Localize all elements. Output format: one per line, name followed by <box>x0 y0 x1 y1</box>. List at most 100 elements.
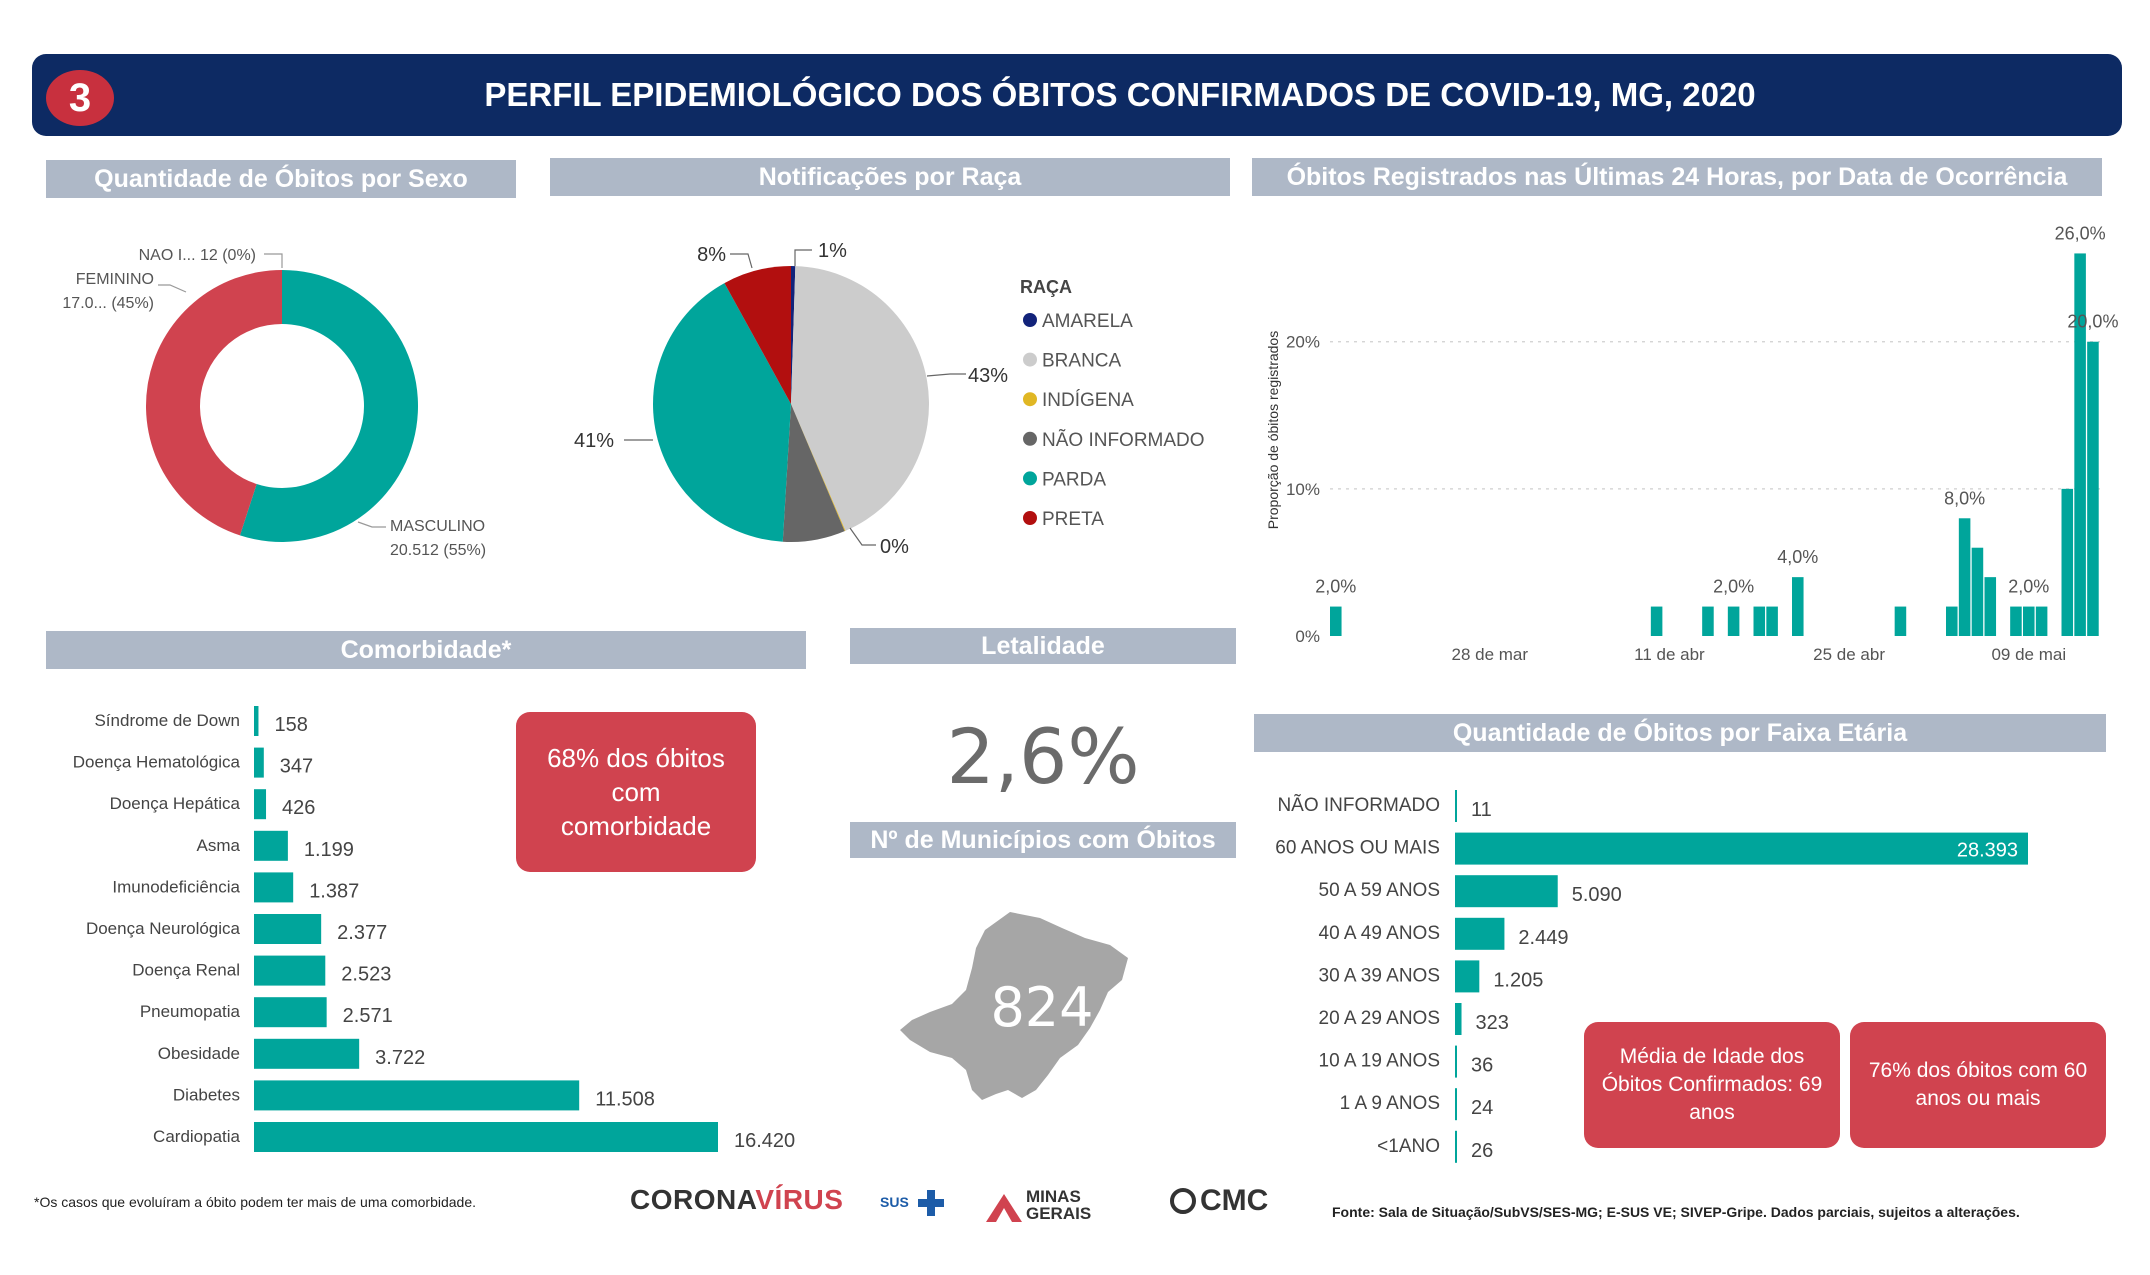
bar <box>1702 606 1714 636</box>
value-label: 1.199 <box>304 839 354 861</box>
category-label: 20 A 29 ANOS <box>1319 1008 1440 1029</box>
category-label: Doença Hematológica <box>73 753 241 772</box>
legend-marker <box>1023 471 1037 486</box>
pie-slice-preta <box>724 266 791 404</box>
minas-gerais-logo: MINAS GERAIS <box>986 1186 1126 1226</box>
category-label: NÃO INFORMADO <box>1277 794 1440 816</box>
bar <box>2074 253 2086 636</box>
bar <box>1792 577 1804 636</box>
bar <box>254 1080 580 1111</box>
category-label: Doença Renal <box>132 961 240 980</box>
category-label: 30 A 39 ANOS <box>1319 965 1440 986</box>
pie-slice-parda <box>653 283 791 542</box>
bar <box>1330 606 1342 636</box>
value-label: 1.387 <box>309 880 359 902</box>
leader-line <box>730 253 753 269</box>
value-label: 3.722 <box>375 1047 425 1069</box>
value-label: 11 <box>1471 799 1492 821</box>
source-note: Fonte: Sala de Situação/SubVS/SES-MG; E-… <box>1332 1204 2020 1220</box>
value-label: 158 <box>274 714 307 736</box>
value-label: 1.205 <box>1493 969 1543 991</box>
leader-line <box>264 253 283 268</box>
bar <box>254 1038 360 1069</box>
pie-label-amarela: 1% <box>818 240 847 262</box>
pie-label-parda: 41% <box>574 430 614 452</box>
bar <box>254 997 327 1028</box>
bar <box>2061 488 2074 636</box>
value-label: 16.420 <box>734 1130 795 1152</box>
cmc-logo: CMC <box>1170 1184 1300 1224</box>
value-label: 36 <box>1471 1055 1493 1077</box>
leader-line <box>849 527 876 546</box>
sessenta-callout-text: 76% dos óbitos com 60 anos ou mais <box>1868 1059 2088 1110</box>
bar <box>1455 790 1457 822</box>
value-label: 28.393 <box>1957 840 2018 862</box>
category-label: 10 A 19 ANOS <box>1319 1051 1440 1072</box>
bar <box>254 955 326 986</box>
section-ultimas24-title: Óbitos Registrados nas Últimas 24 Horas,… <box>1252 158 2102 196</box>
category-label: Síndrome de Down <box>94 711 240 730</box>
coronavirus-logo-a: CORONA <box>630 1184 756 1215</box>
data-label: 20,0% <box>2067 312 2118 332</box>
bar <box>1455 1088 1457 1121</box>
category-label: Diabetes <box>173 1085 240 1104</box>
section-municipios-title: Nº de Municípios com Óbitos <box>850 822 1236 858</box>
header-banner <box>32 54 2122 136</box>
category-label: 60 ANOS OU MAIS <box>1275 838 1440 859</box>
bar <box>1894 606 1907 636</box>
pie-label-indigena: 0% <box>880 536 909 558</box>
x-tick-label: 28 de mar <box>1452 645 1529 664</box>
value-label: 347 <box>280 756 313 778</box>
category-label: <1ANO <box>1377 1136 1440 1157</box>
y-tick-label: 10% <box>1286 480 1320 499</box>
section-comorbidade-title: Comorbidade* <box>46 631 806 669</box>
section-letalidade-title: Letalidade <box>850 628 1236 664</box>
leader-line <box>926 373 966 377</box>
bar <box>254 1122 718 1152</box>
bar <box>1455 960 1480 993</box>
cmc-ring-icon <box>1170 1188 1196 1214</box>
leader-line <box>794 249 812 266</box>
legend-item: AMARELA <box>1042 311 1133 332</box>
legend-item: PRETA <box>1042 509 1104 530</box>
donut-slice-masculino <box>239 270 418 542</box>
y-axis-label: Proporção de óbitos registrados <box>1265 331 1281 529</box>
footnote: *Os casos que evoluíram a óbito podem te… <box>34 1194 477 1210</box>
legend-item: INDÍGENA <box>1042 390 1134 411</box>
bar <box>2023 606 2035 636</box>
data-label: 2,0% <box>1713 577 1754 597</box>
bar <box>1753 606 1766 636</box>
media-idade-callout: Média de Idade dos Óbitos Confirmados: 6… <box>1584 1022 1840 1148</box>
slice-label-feminino: FEMININO <box>76 271 154 288</box>
section-raca-title: Notificações por Raça <box>550 158 1230 196</box>
category-label: Imunodeficiência <box>112 877 240 896</box>
coronavirus-logo: CORONAVÍRUS <box>630 1184 843 1216</box>
value-label: 5.090 <box>1572 884 1622 906</box>
category-label: Doença Neurológica <box>86 919 241 938</box>
bar <box>1455 1045 1457 1078</box>
bar <box>1455 917 1505 950</box>
legend-title: RAÇA <box>1020 277 1072 297</box>
leader-line <box>158 284 187 293</box>
municipios-value: 824 <box>990 976 1094 1039</box>
bar <box>1946 606 1958 636</box>
pie-slice-indgena <box>791 404 846 532</box>
pie-slice-noinformado <box>782 404 845 542</box>
legend-marker <box>1023 352 1037 367</box>
coronavirus-logo-b: VÍRUS <box>755 1184 844 1215</box>
value-label: 2.523 <box>341 964 391 986</box>
section-faixa-title: Quantidade de Óbitos por Faixa Etária <box>1254 714 2106 752</box>
category-label: Obesidade <box>158 1044 240 1063</box>
y-tick-label: 0% <box>1295 627 1320 646</box>
value-label: 11.508 <box>595 1088 655 1110</box>
sus-logo: SUS <box>880 1190 950 1220</box>
sus-cross-icon <box>918 1190 944 1216</box>
category-label: 40 A 49 ANOS <box>1319 923 1440 944</box>
bar <box>1958 518 1971 636</box>
leader-line <box>357 521 386 528</box>
y-tick-label: 20% <box>1286 333 1320 352</box>
bar <box>1455 832 2028 865</box>
pie-label-branca: 43% <box>968 365 1008 387</box>
comorbidade-callout-text: 68% dos óbitos com comorbidade <box>547 743 725 841</box>
bar <box>254 914 322 944</box>
